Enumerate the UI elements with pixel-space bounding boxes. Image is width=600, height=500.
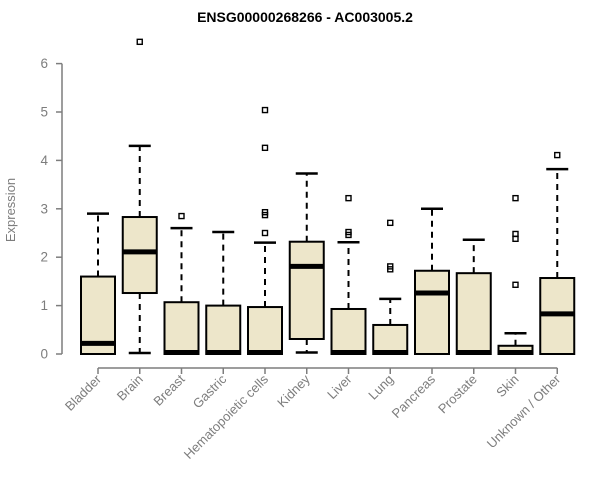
boxplot-box <box>80 212 116 355</box>
boxplot-box <box>330 194 367 356</box>
boxplot-box <box>372 219 409 356</box>
iqr-box <box>330 307 367 356</box>
x-tick-label: Gastric <box>190 371 230 411</box>
boxplot-box <box>414 207 450 356</box>
x-tick-label: Liver <box>324 371 355 402</box>
outlier-point <box>512 281 519 288</box>
x-tick-label: Breast <box>150 371 187 408</box>
x-tick-label: Lung <box>365 372 396 403</box>
chart-title: ENSG00000268266 - AC003005.2 <box>197 9 413 25</box>
y-tick-label: 4 <box>40 153 48 168</box>
iqr-box <box>205 304 242 356</box>
outlier-point <box>136 38 143 46</box>
boxplot-box <box>497 194 534 356</box>
x-tick-label: Kidney <box>274 371 313 410</box>
iqr-box <box>288 240 325 340</box>
outlier-point <box>261 229 269 237</box>
y-axis: 0 1 2 3 4 5 6 <box>40 56 63 362</box>
y-tick-label: 3 <box>40 201 48 216</box>
outlier-point <box>554 151 561 159</box>
outlier-point <box>512 194 519 202</box>
y-tick-label: 2 <box>40 250 48 265</box>
outlier-point <box>387 263 394 270</box>
x-tick-label: Skin <box>493 372 521 400</box>
x-tick-label: Unknown / Other <box>484 371 564 451</box>
iqr-box <box>455 272 492 355</box>
iqr-box <box>163 301 200 356</box>
iqr-box <box>372 323 409 355</box>
x-tick-label: Pancreas <box>389 371 439 421</box>
boxplot-box <box>539 151 576 355</box>
outlier-point <box>261 208 269 216</box>
iqr-box <box>121 216 158 295</box>
y-tick-label: 5 <box>40 105 48 120</box>
x-tick-label: Brain <box>114 372 146 404</box>
boxplot-box <box>247 106 283 356</box>
outlier-point <box>261 106 269 114</box>
iqr-box <box>414 269 450 356</box>
outlier-point <box>512 230 519 238</box>
outlier-point <box>345 228 352 236</box>
boxplot-box <box>205 230 242 356</box>
y-tick-label: 6 <box>40 56 48 71</box>
x-tick-label: Bladder <box>62 371 105 414</box>
boxplot-box <box>288 172 325 354</box>
y-tick-label: 0 <box>40 347 48 362</box>
outlier-point <box>345 194 352 202</box>
outlier-point <box>387 219 394 227</box>
boxplot-box <box>163 212 200 356</box>
boxplot-box <box>455 238 492 356</box>
x-tick-label: Prostate <box>435 372 480 417</box>
outlier-point <box>261 144 269 152</box>
y-tick-label: 1 <box>40 298 48 313</box>
outlier-point <box>178 212 185 220</box>
boxplot-box <box>121 38 158 355</box>
iqr-box <box>247 306 283 355</box>
